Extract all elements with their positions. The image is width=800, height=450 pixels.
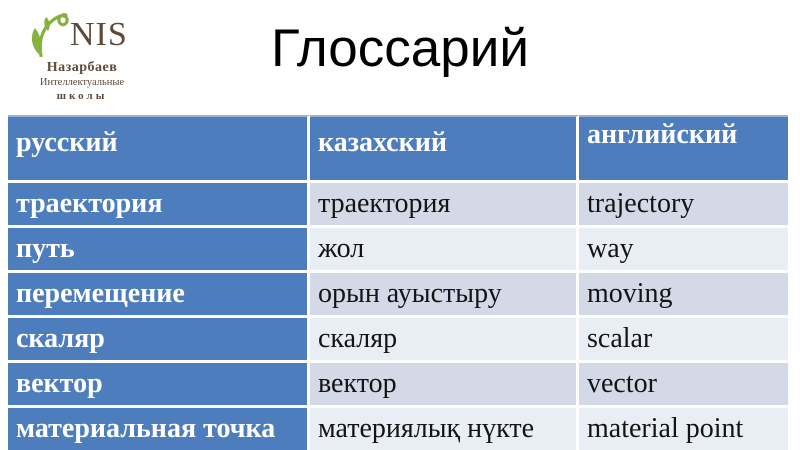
col-header-kazakh: казахский xyxy=(310,115,579,183)
cell-russian: путь xyxy=(8,228,310,273)
cell-russian: материальная точка xyxy=(8,408,310,450)
table-row: траектория траектория trajectory xyxy=(8,183,788,228)
table-header-row: русский казахский английский xyxy=(8,115,788,183)
logo-line-schools: школы xyxy=(56,90,108,102)
cell-russian: траектория xyxy=(8,183,310,228)
cell-english: trajectory xyxy=(579,183,788,228)
page-title: Глоссарий xyxy=(271,19,529,78)
col-header-english: английский xyxy=(579,115,788,183)
cell-kazakh: жол xyxy=(310,228,579,273)
table-row: вектор вектор vector xyxy=(8,363,788,408)
logo-line-intellectual: Интеллектуальные xyxy=(39,77,125,88)
col-header-russian: русский xyxy=(8,115,310,183)
cell-kazakh: траектория xyxy=(310,183,579,228)
cell-russian: вектор xyxy=(8,363,310,408)
nis-logo: NIS Назарбаев Интеллектуальные школы xyxy=(18,4,146,102)
logo-line-nazarbayev: Назарбаев xyxy=(46,60,118,75)
table-row: материальная точка материялық нүкте mate… xyxy=(8,408,788,450)
nis-logo-top: NIS xyxy=(18,4,146,57)
cell-english: material point xyxy=(579,408,788,450)
cell-kazakh: материялық нүкте xyxy=(310,408,579,450)
table-row: скаляр скаляр scalar xyxy=(8,318,788,363)
cell-english: scalar xyxy=(579,318,788,363)
cell-english: moving xyxy=(579,273,788,318)
table-row: перемещение орын ауыстыру moving xyxy=(8,273,788,318)
glossary-table: русский казахский английский траектория … xyxy=(8,115,788,450)
sprout-icon xyxy=(31,13,69,57)
cell-russian: скаляр xyxy=(8,318,310,363)
cell-russian: перемещение xyxy=(8,273,310,318)
cell-kazakh: скаляр xyxy=(310,318,579,363)
cell-kazakh: орын ауыстыру xyxy=(310,273,579,318)
cell-english: way xyxy=(579,228,788,273)
logo-acronym: NIS xyxy=(70,16,128,53)
cell-english: vector xyxy=(579,363,788,408)
cell-kazakh: вектор xyxy=(310,363,579,408)
table-row: путь жол way xyxy=(8,228,788,273)
